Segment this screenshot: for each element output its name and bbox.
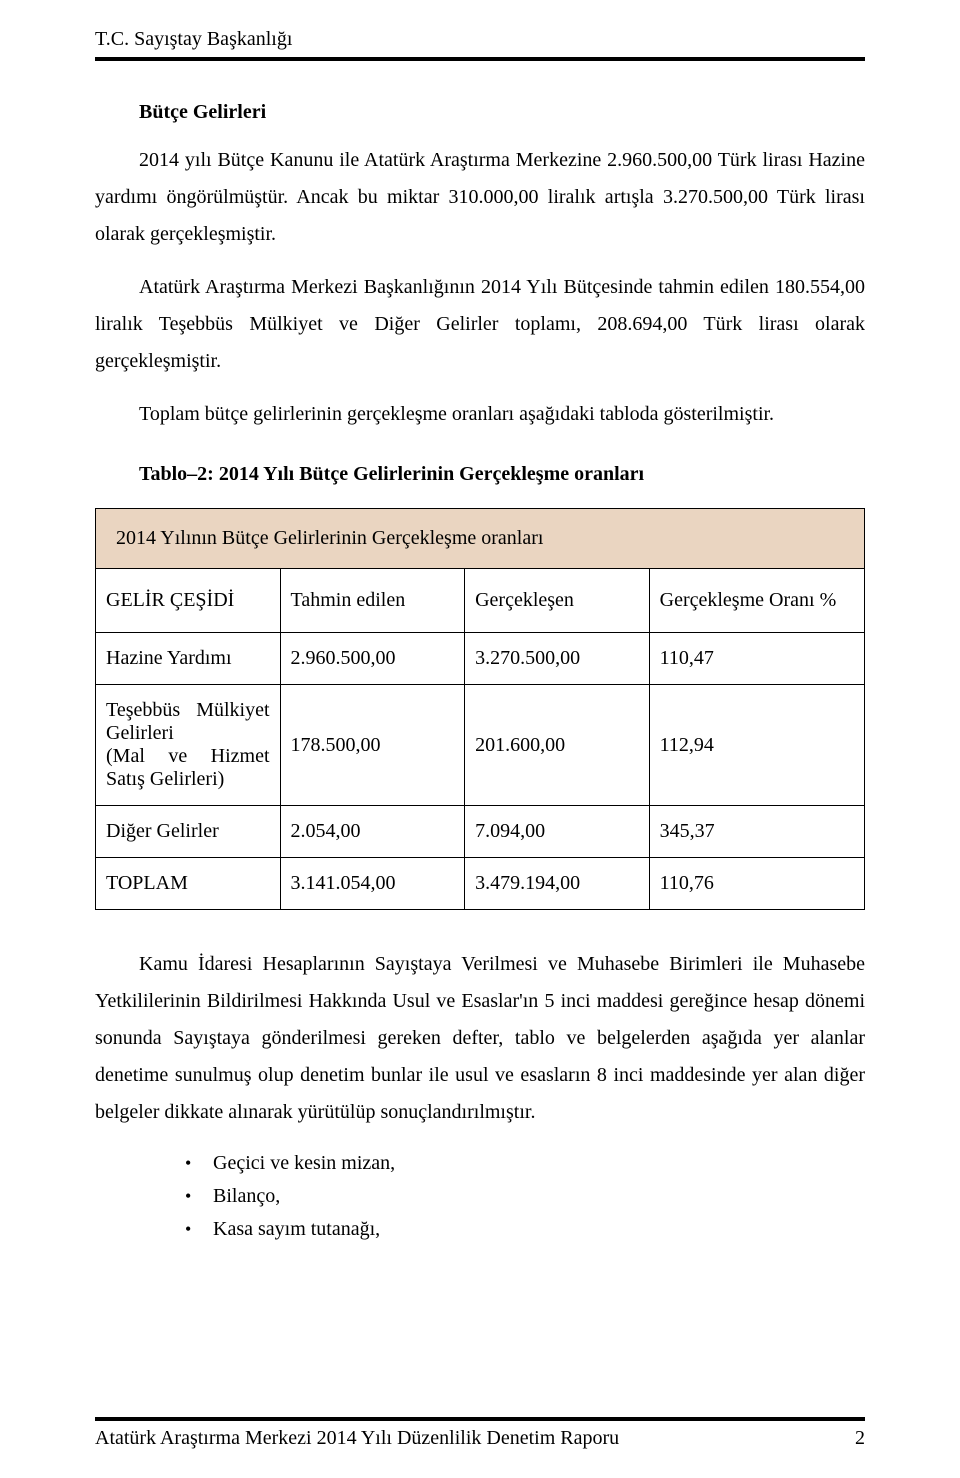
- footer-rule: [95, 1417, 865, 1421]
- table-title-cell: 2014 Yılının Bütçe Gelirlerinin Gerçekle…: [96, 509, 865, 569]
- table-cell: 178.500,00: [280, 685, 465, 806]
- table-col-header-3: Gerçekleşme Oranı %: [649, 569, 864, 633]
- table-cell: 2.054,00: [280, 806, 465, 858]
- table-cell: TOPLAM: [96, 858, 281, 910]
- footer-page-number: 2: [855, 1427, 865, 1450]
- footer-line: Atatürk Araştırma Merkezi 2014 Yılı Düze…: [95, 1427, 865, 1450]
- table-cell: 110,47: [649, 633, 864, 685]
- table-cell: 110,76: [649, 858, 864, 910]
- table-cell: 345,37: [649, 806, 864, 858]
- table-cell: Hazine Yardımı: [96, 633, 281, 685]
- table-row: Teşebbüs Mülkiyet Gelirleri (Mal ve Hizm…: [96, 685, 865, 806]
- table-cell: Diğer Gelirler: [96, 806, 281, 858]
- page-footer: Atatürk Araştırma Merkezi 2014 Yılı Düze…: [95, 1417, 865, 1450]
- table-cell: 201.600,00: [465, 685, 650, 806]
- table-col-header-0: GELİR ÇEŞİDİ: [96, 569, 281, 633]
- table-col-header-1: Tahmin edilen: [280, 569, 465, 633]
- section-title: Bütçe Gelirleri: [139, 101, 865, 124]
- paragraph-2: Atatürk Araştırma Merkezi Başkanlığının …: [95, 269, 865, 380]
- table-cell: Teşebbüs Mülkiyet Gelirleri (Mal ve Hizm…: [96, 685, 281, 806]
- table-row: Diğer Gelirler 2.054,00 7.094,00 345,37: [96, 806, 865, 858]
- document-page: T.C. Sayıştay Başkanlığı Bütçe Gelirleri…: [0, 0, 960, 1478]
- footer-left: Atatürk Araştırma Merkezi 2014 Yılı Düze…: [95, 1427, 619, 1450]
- table-col-header-2: Gerçekleşen: [465, 569, 650, 633]
- table-header-row: GELİR ÇEŞİDİ Tahmin edilen Gerçekleşen G…: [96, 569, 865, 633]
- table-cell: 112,94: [649, 685, 864, 806]
- header-rule: [95, 57, 865, 61]
- page-header-org: T.C. Sayıştay Başkanlığı: [95, 28, 865, 51]
- table-cell: 2.960.500,00: [280, 633, 465, 685]
- table-title-row: 2014 Yılının Bütçe Gelirlerinin Gerçekle…: [96, 509, 865, 569]
- list-item: Bilanço,: [185, 1180, 865, 1213]
- table-cell: 7.094,00: [465, 806, 650, 858]
- list-item: Geçici ve kesin mizan,: [185, 1147, 865, 1180]
- table-cell: 3.141.054,00: [280, 858, 465, 910]
- table-row: Hazine Yardımı 2.960.500,00 3.270.500,00…: [96, 633, 865, 685]
- table-cell: 3.270.500,00: [465, 633, 650, 685]
- after-table-paragraph: Kamu İdaresi Hesaplarının Sayıştaya Veri…: [95, 946, 865, 1131]
- table-row: TOPLAM 3.141.054,00 3.479.194,00 110,76: [96, 858, 865, 910]
- table-cell: 3.479.194,00: [465, 858, 650, 910]
- paragraph-3: Toplam bütçe gelirlerinin gerçekleşme or…: [95, 396, 865, 433]
- table-caption: Tablo–2: 2014 Yılı Bütçe Gelirlerinin Ge…: [139, 463, 865, 486]
- budget-revenue-table: 2014 Yılının Bütçe Gelirlerinin Gerçekle…: [95, 508, 865, 910]
- bullet-list: Geçici ve kesin mizan, Bilanço, Kasa say…: [185, 1147, 865, 1246]
- list-item: Kasa sayım tutanağı,: [185, 1213, 865, 1246]
- paragraph-1: 2014 yılı Bütçe Kanunu ile Atatürk Araşt…: [95, 142, 865, 253]
